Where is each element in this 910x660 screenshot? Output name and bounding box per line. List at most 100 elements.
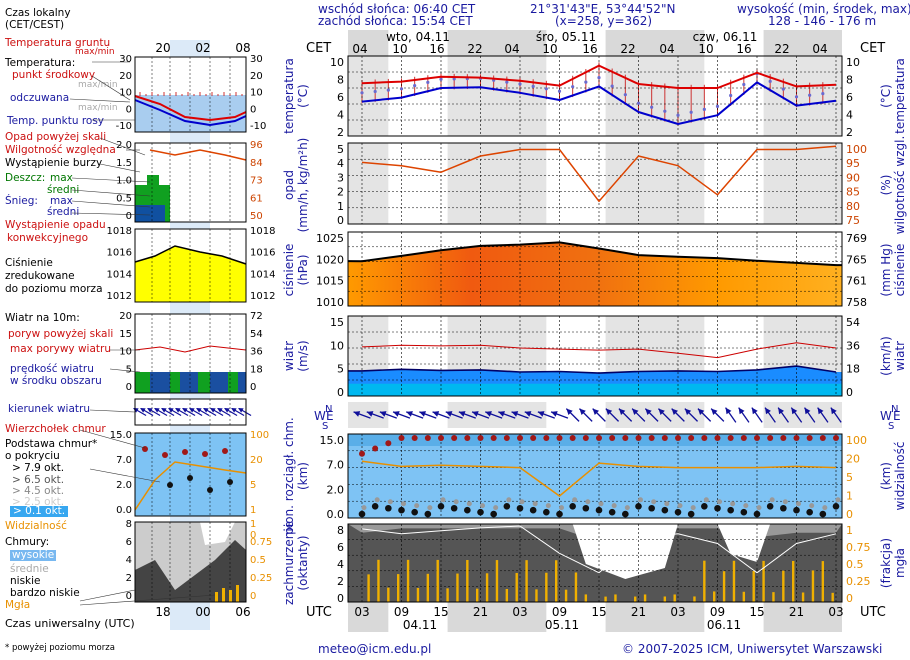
- panel-bg-dir: [348, 402, 842, 428]
- mini-tick-left: 8: [126, 519, 132, 530]
- mini-bottom-hour: 00: [195, 605, 210, 619]
- night-band-top: [348, 30, 389, 56]
- cloud-base-dot: [543, 508, 550, 516]
- cloud-base-dot: [819, 510, 827, 518]
- mini-cloud-area: [135, 433, 246, 516]
- temp-axis-title-right: temperatura: [893, 58, 907, 134]
- contact-email[interactable]: meteo@icm.edu.pl: [318, 642, 432, 656]
- night-shade-dir: [348, 402, 389, 428]
- visibility-axis-title: widzialność: [893, 442, 907, 511]
- cloud-base-dot: [674, 508, 682, 516]
- legend-rain: Deszcz:: [5, 172, 46, 184]
- legend-footnote: * powyżej poziomu morza: [5, 643, 115, 653]
- night-band-top: [763, 30, 842, 56]
- mini-wind-arrow-head: [161, 408, 167, 413]
- night-band-bottom: [763, 602, 842, 632]
- mini-tick-left: 10: [119, 88, 132, 99]
- night-shade-temp: [348, 56, 389, 136]
- wind-arrow-head: [524, 411, 532, 417]
- mini-tick-left: 4: [126, 555, 132, 566]
- pressure-mmhg-unit: (mm Hg): [879, 243, 893, 296]
- utc-hour-tick: 21: [789, 605, 804, 619]
- wind-arrow-head: [393, 411, 400, 417]
- fog-bar: [406, 559, 410, 602]
- compass-s-left: S: [322, 421, 328, 432]
- wind-arrow-head: [353, 411, 361, 417]
- mini-tick-left: 0: [126, 591, 132, 602]
- fog-bar: [782, 570, 785, 602]
- pressure-axis-title: ciśnienie: [282, 244, 296, 297]
- cloud-top-dot: [793, 435, 800, 441]
- feels-like-dot: [360, 91, 364, 95]
- cloud-top-dot: [754, 435, 760, 441]
- utc-hour-tick: 09: [552, 605, 567, 619]
- mini-wind-arrow-head: [224, 408, 230, 413]
- mini-tick-right: 0.75: [250, 537, 272, 548]
- copyright-text: © 2007-2025 ICM, Uniwersytet Warszawski: [622, 642, 883, 656]
- cloud-top-dot: [490, 435, 497, 441]
- cloud-top-dot: [543, 435, 550, 441]
- cloud-base-dot: [822, 505, 828, 511]
- mini-bottom-hour: 18: [155, 605, 170, 619]
- temp-axis-title: temperatura: [282, 58, 296, 134]
- day-label-3: czw, 06.11: [693, 30, 758, 44]
- fog-axis-unit: (frakcja): [879, 538, 893, 588]
- cloud-base-dot: [532, 501, 538, 507]
- mini-tick-left: 2: [126, 573, 132, 584]
- mini-wind-arrow: [203, 407, 217, 417]
- grid-point-text: (x=258, y=362): [555, 14, 653, 28]
- top-time-band: [348, 30, 842, 56]
- cloud-base-dot: [437, 503, 445, 510]
- legend-cloud-base-1: Podstawa chmur*: [5, 438, 98, 450]
- feels-like-dot: [505, 80, 509, 84]
- wind-arrow: [458, 411, 476, 419]
- cloud-base-dot: [424, 510, 432, 518]
- cloud-top-dot: [648, 435, 655, 441]
- mini-cloud-base-dot: [227, 479, 233, 485]
- mini-wind-arrow-head: [168, 408, 174, 413]
- cloud-base-dot: [638, 497, 643, 503]
- cloud-base-dot: [611, 503, 617, 509]
- cloud-top-dot: [385, 440, 392, 447]
- fog-bar: [456, 573, 459, 602]
- cloud-base-dot: [556, 510, 563, 518]
- mini-cover-frame: [134, 521, 247, 603]
- axis-tick-left: 2.0: [327, 483, 345, 496]
- mini-tick-right: 72: [250, 311, 263, 322]
- mini-cover-clear: [200, 522, 235, 545]
- mini-tick-right: 10: [250, 88, 263, 99]
- legend-gust-over: poryw powyżej skali: [8, 328, 114, 340]
- feels-like-dot: [742, 82, 746, 87]
- cloud-top-dot: [372, 445, 379, 452]
- mini-tick-left: 20: [119, 71, 132, 82]
- wind-axis-title: wiatr: [282, 341, 296, 371]
- cloud-base-dot: [743, 503, 749, 509]
- cloud-base-dot: [835, 497, 841, 503]
- temp-mid-line: [361, 81, 837, 125]
- cloud-top-dot: [517, 435, 523, 441]
- night-shade-precip: [605, 143, 705, 224]
- axis-tick-right: 761: [846, 275, 867, 288]
- compass-s-right: S: [888, 421, 894, 432]
- mini-top-hour: 08: [235, 41, 250, 55]
- mini-tick-right: 0: [250, 382, 256, 393]
- fog-bar: [614, 594, 617, 602]
- axis-tick-left: 0: [337, 592, 344, 605]
- axis-tick-right: 100: [846, 434, 867, 447]
- feels-like-dot: [426, 80, 430, 84]
- mini-tick-left: 1014: [107, 269, 132, 280]
- feels-like-dot: [399, 87, 404, 91]
- wind-arrow-head: [485, 411, 492, 417]
- wind-arrow-head: [725, 407, 732, 415]
- cloud-base-dot: [493, 505, 499, 511]
- night-band-bottom: [348, 602, 389, 632]
- pressure-axis-unit: (hPa): [296, 254, 310, 285]
- mini-wind-arrow-head: [210, 408, 216, 413]
- legend-cloud-high: wysokie: [10, 549, 57, 561]
- mini-wind-green: [198, 372, 210, 393]
- coordinates-text: 21°31'43"E, 53°44'52"N: [530, 2, 676, 16]
- cloud-base-dot: [664, 501, 670, 507]
- feels-like-dot: [452, 77, 456, 81]
- wind-arrow-head: [511, 411, 519, 417]
- legend-temp-center: punkt środkowy: [12, 69, 96, 81]
